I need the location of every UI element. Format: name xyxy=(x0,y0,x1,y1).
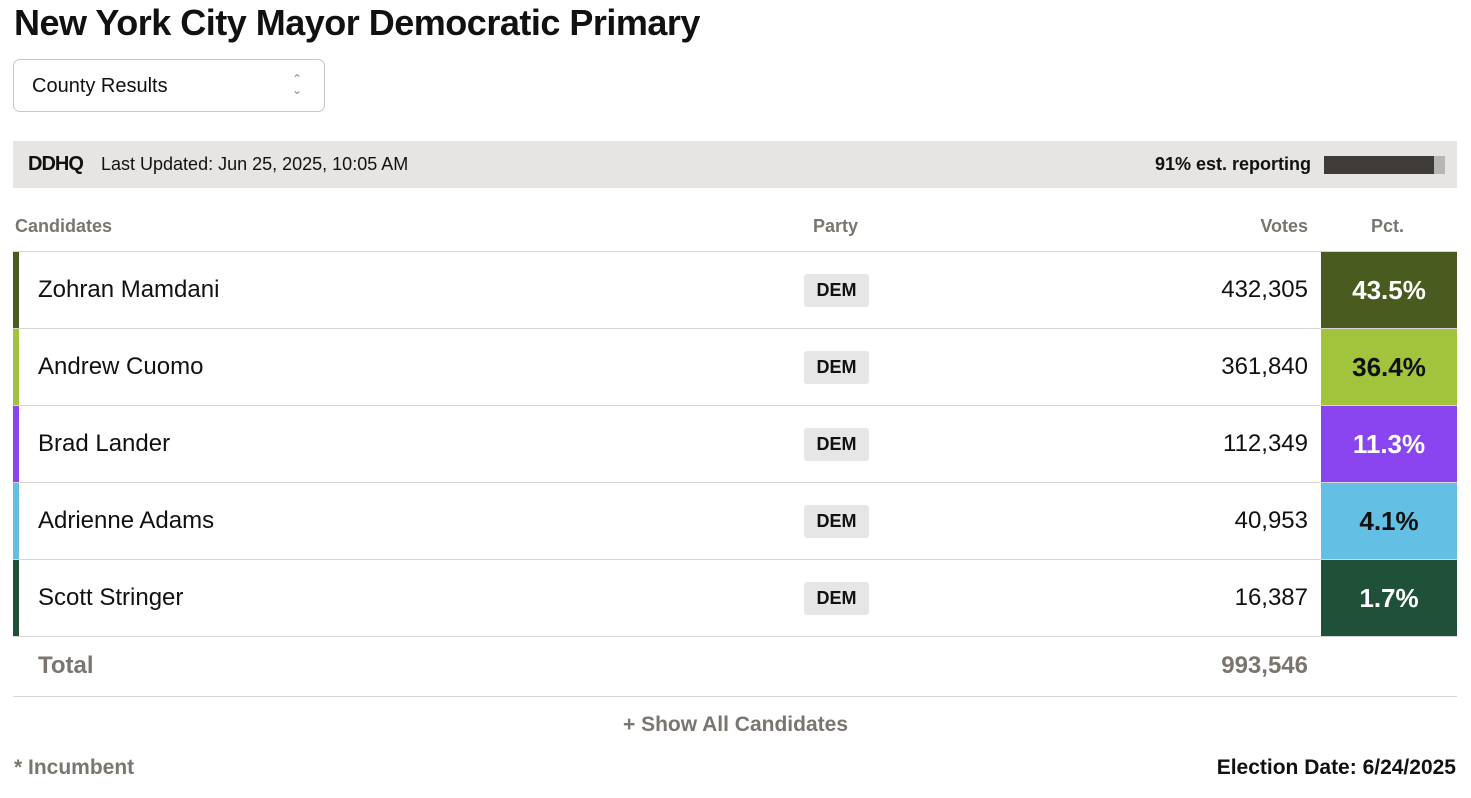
vote-count: 40,953 xyxy=(1234,507,1308,534)
county-select[interactable]: County Results ⌃ ⌄ xyxy=(13,59,325,112)
vote-count: 16,387 xyxy=(1234,584,1308,611)
candidate-name: Adrienne Adams xyxy=(38,507,215,534)
show-all-button[interactable]: + Show All Candidates xyxy=(622,713,848,736)
vote-percent: 1.7% xyxy=(1321,560,1457,636)
vote-percent: 36.4% xyxy=(1321,329,1457,405)
column-header: Pct. xyxy=(1371,216,1405,236)
select-label: County Results xyxy=(32,75,168,97)
vote-count: 432,305 xyxy=(1221,276,1308,303)
logo: DDHQ xyxy=(28,153,84,175)
status-bar: DDHQ Last Updated: Jun 25, 2025, 10:05 A… xyxy=(13,141,1457,188)
candidate-name: Brad Lander xyxy=(38,430,171,457)
candidate-row: Scott Stringer DEM 16,387 1.7% xyxy=(13,560,1457,637)
color-stripe xyxy=(13,483,19,559)
vote-percent: 43.5% xyxy=(1321,252,1457,328)
title: New York City Mayor Democratic Primary xyxy=(14,2,700,43)
party-badge: DEM xyxy=(804,274,869,307)
column-header: Votes xyxy=(1260,216,1308,236)
candidate-name: Andrew Cuomo xyxy=(38,353,204,380)
vote-percent: 4.1% xyxy=(1321,483,1457,559)
column-header: Party xyxy=(813,216,859,236)
candidate-name: Scott Stringer xyxy=(38,584,184,611)
total-votes: 993,546 xyxy=(1221,652,1308,679)
color-stripe xyxy=(13,252,19,328)
vote-percent: 11.3% xyxy=(1321,406,1457,482)
election-date: Election Date: 6/24/2025 xyxy=(1216,756,1456,779)
color-stripe xyxy=(13,329,19,405)
divider xyxy=(13,696,1457,697)
color-stripe xyxy=(13,560,19,636)
candidate-row: Zohran Mamdani DEM 432,305 43.5% xyxy=(13,252,1457,329)
total-label: Total xyxy=(38,652,94,679)
select-arrows: ⌃ ⌄ xyxy=(291,72,302,97)
party-badge: DEM xyxy=(804,428,869,461)
last-updated: Last Updated: Jun 25, 2025, 10:05 AM xyxy=(101,154,409,174)
column-header: Candidates xyxy=(15,216,113,236)
candidate-row: Adrienne Adams DEM 40,953 4.1% xyxy=(13,483,1457,560)
vote-count: 361,840 xyxy=(1221,353,1308,380)
reporting-bar xyxy=(1324,156,1445,174)
reporting-fill xyxy=(1324,156,1435,174)
color-stripe xyxy=(13,406,19,482)
party-badge: DEM xyxy=(804,582,869,615)
vote-count: 112,349 xyxy=(1223,430,1308,457)
party-badge: DEM xyxy=(804,505,869,538)
candidate-name: Zohran Mamdani xyxy=(38,276,220,303)
party-badge: DEM xyxy=(804,351,869,384)
candidate-row: Brad Lander DEM 112,349 11.3% xyxy=(13,406,1457,483)
candidate-row: Andrew Cuomo DEM 361,840 36.4% xyxy=(13,329,1457,406)
reporting-label: 91% est. reporting xyxy=(1154,154,1311,174)
incumbent-note: * Incumbent xyxy=(14,756,135,779)
header-divider xyxy=(13,251,1457,252)
